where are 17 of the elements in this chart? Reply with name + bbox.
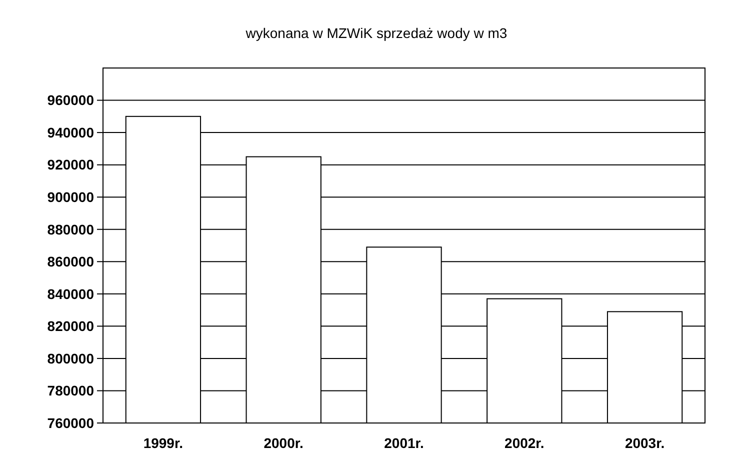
- y-tick-label: 900000: [47, 188, 94, 205]
- y-tick-label: 960000: [47, 92, 94, 108]
- chart-title: wykonana w MZWiK sprzedaż wody w m3: [244, 25, 508, 41]
- x-tick-label: 2003r.: [624, 435, 665, 451]
- y-tick-label: 840000: [47, 286, 94, 302]
- x-tick-label: 2001r.: [384, 435, 424, 451]
- y-tick-label: 820000: [47, 318, 94, 334]
- y-tick-label: 780000: [47, 382, 94, 399]
- y-tick-label: 920000: [47, 156, 94, 173]
- y-tick-label: 800000: [47, 350, 94, 366]
- y-tick-label: 860000: [47, 254, 94, 270]
- y-tick-label: 880000: [47, 221, 94, 238]
- x-tick-label: 2002r.: [504, 435, 544, 451]
- x-tick-label: 1999r.: [143, 435, 184, 451]
- x-tick-label: 2000r.: [264, 435, 304, 451]
- y-tick-label: 760000: [47, 414, 94, 431]
- y-tick-label: 940000: [47, 124, 94, 140]
